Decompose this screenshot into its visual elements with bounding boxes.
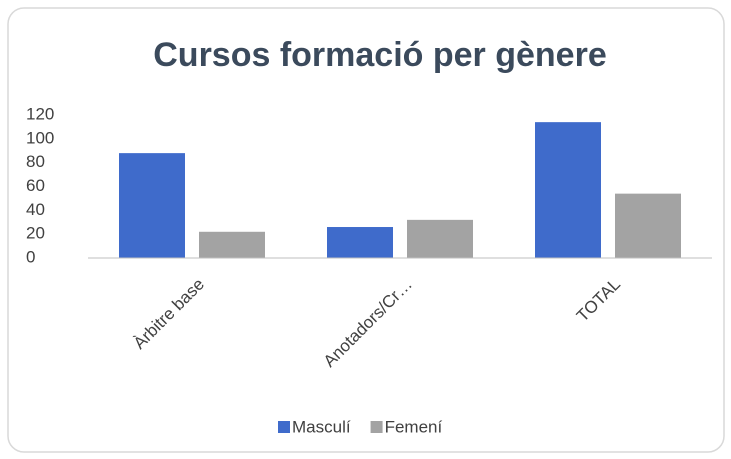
y-tick-label: 120 bbox=[26, 104, 54, 123]
legend-swatch bbox=[278, 421, 290, 433]
y-tick-label: 100 bbox=[26, 128, 54, 147]
bar bbox=[535, 122, 601, 259]
legend-label: Masculí bbox=[292, 417, 351, 436]
y-tick-label: 80 bbox=[26, 152, 45, 171]
y-tick-label: 20 bbox=[26, 224, 45, 243]
bar bbox=[615, 193, 681, 258]
bar bbox=[199, 231, 265, 258]
legend-swatch bbox=[370, 421, 383, 433]
bar bbox=[327, 227, 393, 258]
y-tick-label: 0 bbox=[26, 247, 35, 266]
y-tick-label: 40 bbox=[26, 200, 45, 219]
y-tick-label: 60 bbox=[26, 176, 45, 195]
chart-title: Cursos formació per gènere bbox=[153, 36, 606, 74]
bar bbox=[119, 153, 185, 258]
bar bbox=[407, 219, 473, 258]
legend-label: Femení bbox=[385, 417, 443, 436]
